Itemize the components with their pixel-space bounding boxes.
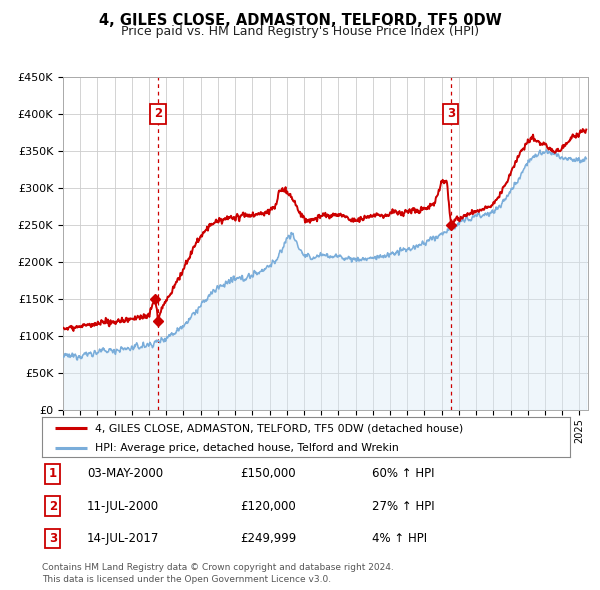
Text: 2: 2: [154, 107, 162, 120]
Text: 4, GILES CLOSE, ADMASTON, TELFORD, TF5 0DW: 4, GILES CLOSE, ADMASTON, TELFORD, TF5 0…: [98, 13, 502, 28]
Text: 60% ↑ HPI: 60% ↑ HPI: [372, 467, 434, 480]
Text: HPI: Average price, detached house, Telford and Wrekin: HPI: Average price, detached house, Telf…: [95, 444, 398, 454]
Text: 3: 3: [49, 532, 57, 545]
Text: £120,000: £120,000: [240, 500, 296, 513]
Text: 11-JUL-2000: 11-JUL-2000: [87, 500, 159, 513]
Text: 03-MAY-2000: 03-MAY-2000: [87, 467, 163, 480]
Text: Price paid vs. HM Land Registry's House Price Index (HPI): Price paid vs. HM Land Registry's House …: [121, 25, 479, 38]
Text: 4% ↑ HPI: 4% ↑ HPI: [372, 532, 427, 545]
Text: £249,999: £249,999: [240, 532, 296, 545]
Text: 4, GILES CLOSE, ADMASTON, TELFORD, TF5 0DW (detached house): 4, GILES CLOSE, ADMASTON, TELFORD, TF5 0…: [95, 424, 463, 434]
Text: 14-JUL-2017: 14-JUL-2017: [87, 532, 160, 545]
Text: Contains HM Land Registry data © Crown copyright and database right 2024.
This d: Contains HM Land Registry data © Crown c…: [42, 563, 394, 584]
Text: 2: 2: [49, 500, 57, 513]
Text: £150,000: £150,000: [240, 467, 296, 480]
Text: 3: 3: [447, 107, 455, 120]
Text: 1: 1: [49, 467, 57, 480]
Text: 27% ↑ HPI: 27% ↑ HPI: [372, 500, 434, 513]
